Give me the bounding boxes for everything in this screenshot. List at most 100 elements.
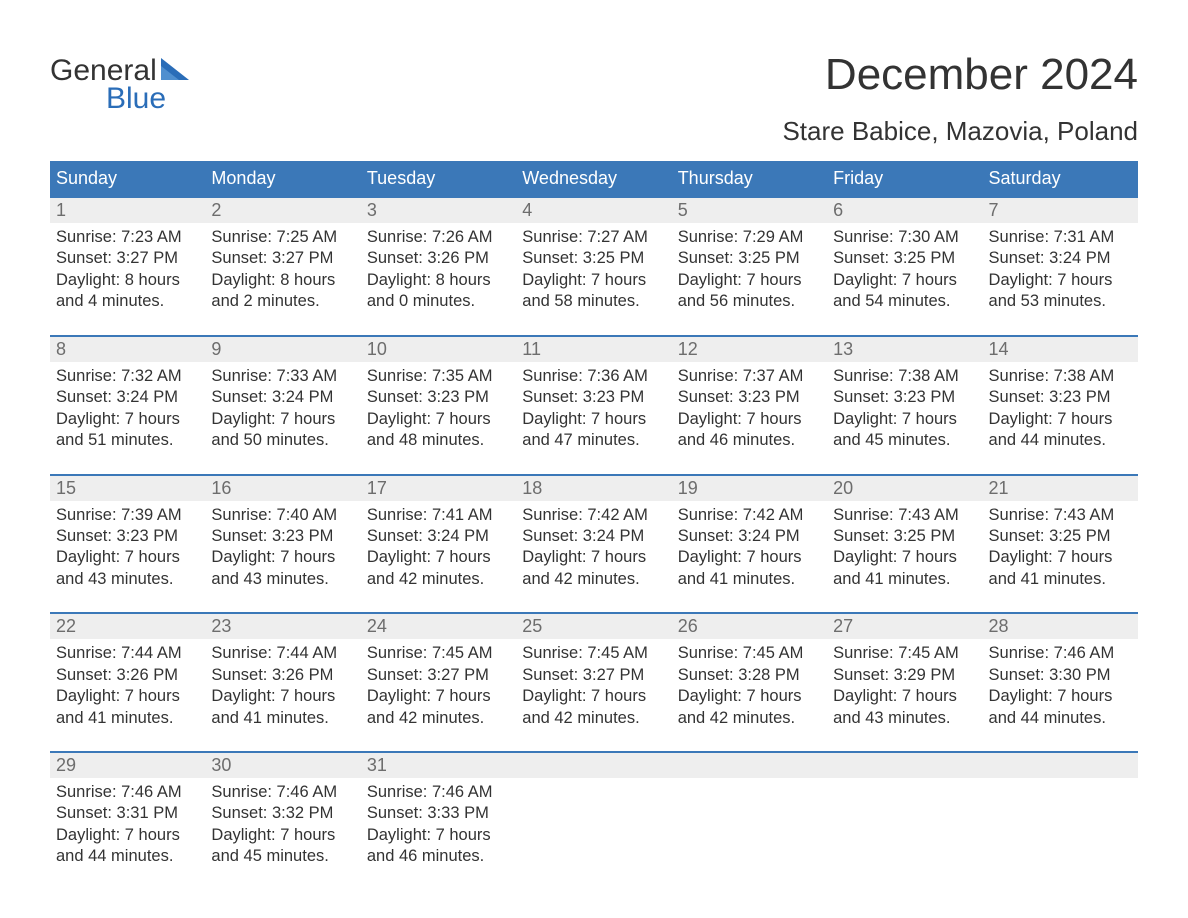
daylight-line-2: and 44 minutes. — [989, 708, 1132, 729]
daylight-line-1: Daylight: 7 hours — [367, 686, 510, 707]
day-info: Sunrise: 7:45 AMSunset: 3:27 PMDaylight:… — [361, 639, 516, 729]
day-info: Sunrise: 7:46 AMSunset: 3:30 PMDaylight:… — [983, 639, 1138, 729]
day-cell: 15 Sunrise: 7:39 AMSunset: 3:23 PMDayligh… — [50, 476, 205, 599]
daylight-line-1: Daylight: 7 hours — [367, 547, 510, 568]
sunset-line: Sunset: 3:24 PM — [678, 526, 821, 547]
sunset-line: Sunset: 3:23 PM — [833, 387, 976, 408]
sunset-line: Sunset: 3:25 PM — [833, 248, 976, 269]
weeks-container: 1Sunrise: 7:23 AMSunset: 3:27 PMDaylight… — [50, 196, 1138, 876]
daylight-line-2: and 46 minutes. — [678, 430, 821, 451]
day-info: Sunrise: 7:46 AMSunset: 3:33 PMDaylight:… — [361, 778, 516, 868]
daylight-line-1: Daylight: 7 hours — [833, 409, 976, 430]
day-cell — [827, 753, 982, 876]
day-number: 15 — [50, 476, 205, 501]
daylight-line-2: and 43 minutes. — [56, 569, 199, 590]
sunset-line: Sunset: 3:27 PM — [211, 248, 354, 269]
daylight-line-1: Daylight: 7 hours — [522, 547, 665, 568]
daylight-line-2: and 0 minutes. — [367, 291, 510, 312]
day-number: 30 — [205, 753, 360, 778]
day-cell: 7Sunrise: 7:31 AMSunset: 3:24 PMDaylight… — [983, 198, 1138, 321]
sunset-line: Sunset: 3:30 PM — [989, 665, 1132, 686]
daylight-line-1: Daylight: 7 hours — [56, 825, 199, 846]
sunset-line: Sunset: 3:31 PM — [56, 803, 199, 824]
day-cell: 29Sunrise: 7:46 AMSunset: 3:31 PMDayligh… — [50, 753, 205, 876]
sunset-line: Sunset: 3:24 PM — [367, 526, 510, 547]
day-cell: 1Sunrise: 7:23 AMSunset: 3:27 PMDaylight… — [50, 198, 205, 321]
daylight-line-2: and 41 minutes. — [833, 569, 976, 590]
day-number: 23 — [205, 614, 360, 639]
sunrise-line: Sunrise: 7:44 AM — [56, 643, 199, 664]
calendar-page: General Blue December 2024 Stare Babice,… — [0, 0, 1188, 916]
daylight-line-1: Daylight: 7 hours — [367, 825, 510, 846]
sunrise-line: Sunrise: 7:40 AM — [211, 505, 354, 526]
day-number: 31 — [361, 753, 516, 778]
day-cell: 9Sunrise: 7:33 AMSunset: 3:24 PMDaylight… — [205, 337, 360, 460]
sunrise-line: Sunrise: 7:44 AM — [211, 643, 354, 664]
day-info: Sunrise: 7:23 AMSunset: 3:27 PMDaylight:… — [50, 223, 205, 313]
daylight-line-2: and 41 minutes. — [678, 569, 821, 590]
sunrise-line: Sunrise: 7:25 AM — [211, 227, 354, 248]
daylight-line-1: Daylight: 7 hours — [56, 547, 199, 568]
day-info: Sunrise: 7:31 AMSunset: 3:24 PMDaylight:… — [983, 223, 1138, 313]
sunset-line: Sunset: 3:24 PM — [211, 387, 354, 408]
daylight-line-2: and 47 minutes. — [522, 430, 665, 451]
sunrise-line: Sunrise: 7:26 AM — [367, 227, 510, 248]
sunset-line: Sunset: 3:33 PM — [367, 803, 510, 824]
daylight-line-2: and 42 minutes. — [367, 569, 510, 590]
sunrise-line: Sunrise: 7:38 AM — [989, 366, 1132, 387]
day-info: Sunrise: 7:30 AMSunset: 3:25 PMDaylight:… — [827, 223, 982, 313]
daylight-line-2: and 2 minutes. — [211, 291, 354, 312]
weekday-header: Monday — [205, 161, 360, 196]
daylight-line-1: Daylight: 7 hours — [833, 686, 976, 707]
daylight-line-1: Daylight: 7 hours — [367, 409, 510, 430]
day-info: Sunrise: 7:27 AMSunset: 3:25 PMDaylight:… — [516, 223, 671, 313]
calendar-grid: SundayMondayTuesdayWednesdayThursdayFrid… — [50, 161, 1138, 876]
sunset-line: Sunset: 3:25 PM — [989, 526, 1132, 547]
day-number: 11 — [516, 337, 671, 362]
day-number-empty — [672, 753, 827, 778]
sunset-line: Sunset: 3:28 PM — [678, 665, 821, 686]
day-info: Sunrise: 7:38 AMSunset: 3:23 PMDaylight:… — [983, 362, 1138, 452]
daylight-line-2: and 51 minutes. — [56, 430, 199, 451]
day-number: 21 — [983, 476, 1138, 501]
day-number: 25 — [516, 614, 671, 639]
daylight-line-2: and 45 minutes. — [211, 846, 354, 867]
day-number: 18 — [516, 476, 671, 501]
sunset-line: Sunset: 3:24 PM — [989, 248, 1132, 269]
day-cell: 22Sunrise: 7:44 AMSunset: 3:26 PMDayligh… — [50, 614, 205, 737]
daylight-line-2: and 42 minutes. — [522, 569, 665, 590]
sunset-line: Sunset: 3:32 PM — [211, 803, 354, 824]
day-cell — [672, 753, 827, 876]
daylight-line-1: Daylight: 7 hours — [56, 409, 199, 430]
daylight-line-1: Daylight: 7 hours — [989, 686, 1132, 707]
day-number: 20 — [827, 476, 982, 501]
day-info: Sunrise: 7:46 AMSunset: 3:32 PMDaylight:… — [205, 778, 360, 868]
day-cell: 30Sunrise: 7:46 AMSunset: 3:32 PMDayligh… — [205, 753, 360, 876]
sunrise-line: Sunrise: 7:36 AM — [522, 366, 665, 387]
sunset-line: Sunset: 3:27 PM — [56, 248, 199, 269]
sunset-line: Sunset: 3:29 PM — [833, 665, 976, 686]
day-number: 1 — [50, 198, 205, 223]
day-number: 7 — [983, 198, 1138, 223]
day-number: 2 — [205, 198, 360, 223]
daylight-line-2: and 43 minutes. — [833, 708, 976, 729]
weekday-header-row: SundayMondayTuesdayWednesdayThursdayFrid… — [50, 161, 1138, 196]
sunrise-line: Sunrise: 7:46 AM — [989, 643, 1132, 664]
day-cell: 16Sunrise: 7:40 AMSunset: 3:23 PMDayligh… — [205, 476, 360, 599]
daylight-line-1: Daylight: 7 hours — [678, 270, 821, 291]
day-number: 17 — [361, 476, 516, 501]
day-number: 14 — [983, 337, 1138, 362]
day-info: Sunrise: 7:45 AMSunset: 3:28 PMDaylight:… — [672, 639, 827, 729]
daylight-line-2: and 54 minutes. — [833, 291, 976, 312]
day-number: 22 — [50, 614, 205, 639]
weekday-header: Sunday — [50, 161, 205, 196]
day-cell: 19Sunrise: 7:42 AMSunset: 3:24 PMDayligh… — [672, 476, 827, 599]
sunrise-line: Sunrise: 7:39 AM — [56, 505, 199, 526]
sunset-line: Sunset: 3:23 PM — [56, 526, 199, 547]
daylight-line-1: Daylight: 7 hours — [56, 686, 199, 707]
sunset-line: Sunset: 3:24 PM — [56, 387, 199, 408]
day-info: Sunrise: 7:33 AMSunset: 3:24 PMDaylight:… — [205, 362, 360, 452]
sunset-line: Sunset: 3:25 PM — [833, 526, 976, 547]
daylight-line-1: Daylight: 7 hours — [678, 686, 821, 707]
day-cell: 10Sunrise: 7:35 AMSunset: 3:23 PMDayligh… — [361, 337, 516, 460]
